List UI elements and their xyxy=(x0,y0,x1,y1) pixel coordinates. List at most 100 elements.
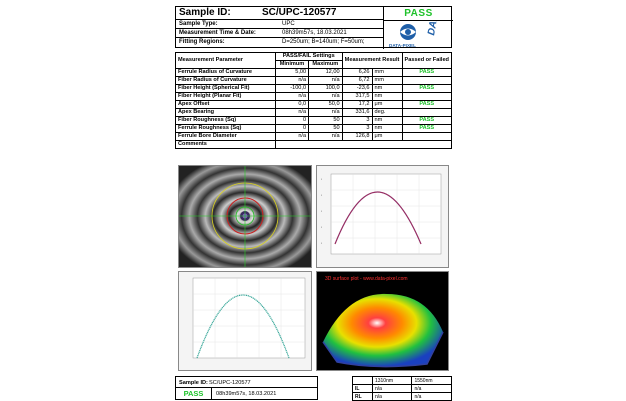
measurement-time-row: Measurement Time & Date: 08h39m57s, 18.0… xyxy=(176,29,384,38)
footer-status-row: PASS 08h39m57s, 18.03.2021 xyxy=(176,388,317,400)
footer-status-badge: PASS xyxy=(176,388,212,400)
table-row: Apex Bearing n/a n/a 331,6 deg. xyxy=(175,108,452,117)
param-name: Fiber Roughness (Sq) xyxy=(175,116,276,125)
max-value: 100,0 xyxy=(308,84,343,93)
max-value: 50 xyxy=(308,124,343,133)
min-value: n/a xyxy=(274,76,310,85)
footer-id-row: Sample ID: SC/UPC-120577 xyxy=(176,377,317,388)
comments-value xyxy=(274,140,453,149)
param-name: Fiber Radius of Curvature xyxy=(175,76,276,85)
svg-text:▪: ▪ xyxy=(321,241,322,245)
max-value: n/a xyxy=(308,76,343,85)
wavelength-1: 1310nm xyxy=(371,376,413,385)
header-status: PASS DAISI DATA-PIXEL xyxy=(384,7,453,49)
svg-text:▪: ▪ xyxy=(321,177,322,181)
fitting-regions-label: Fitting Regions: xyxy=(179,39,225,45)
company-logo: DAISI DATA-PIXEL xyxy=(384,8,453,49)
param-name: Ferrule Bore Diameter xyxy=(175,132,276,141)
logo-name: DATA-PIXEL xyxy=(389,43,416,48)
loss-table: 1310nm 1550nm IL n/a n/a RL n/a n/a xyxy=(352,376,452,401)
table-row: Ferrule Bore Diameter n/a n/a 126,8 μm xyxy=(175,132,452,141)
table-row: Fiber Height (Planar Fit) n/a n/a 317,5 nm xyxy=(175,92,452,101)
interferogram-image xyxy=(178,165,312,268)
rl-1550: n/a xyxy=(411,392,452,401)
surface-3d-plot: 3D surface plot - www.data-pixel.com xyxy=(316,271,449,371)
table-row: Apex Offset 0,0 50,0 17,2 μm PASS xyxy=(175,100,452,109)
pass-status xyxy=(401,92,452,101)
svg-text:▪: ▪ xyxy=(321,225,322,229)
result-unit: mm xyxy=(371,68,403,77)
pass-status: PASS xyxy=(401,68,452,77)
pass-status: PASS xyxy=(401,124,452,133)
report-header: Sample ID: SC/UPC-120577 Sample Type: UP… xyxy=(175,6,453,49)
profile-plot-bottom xyxy=(178,271,312,371)
min-value: 0,0 xyxy=(274,100,310,109)
result-value: -23,6 xyxy=(341,84,373,93)
result-unit: nm xyxy=(371,84,403,93)
header-settings: PASS/FAIL Settings xyxy=(274,52,343,61)
min-value: n/a xyxy=(274,132,310,141)
result-unit: μm xyxy=(371,132,403,141)
report-sheet: Sample ID: SC/UPC-120577 Sample Type: UP… xyxy=(175,6,453,401)
pass-status xyxy=(401,108,452,117)
result-value: 17,2 xyxy=(341,100,373,109)
max-value: 50 xyxy=(308,116,343,125)
il-1310: n/a xyxy=(371,384,413,393)
table-row: Fiber Height (Spherical Fit) -100,0 100,0-… xyxy=(175,84,452,93)
measurement-time-label: Measurement Time & Date: xyxy=(179,30,256,36)
result-value: 126,8 xyxy=(341,132,373,141)
table-row: Fiber Roughness (Sq) 0 50 3 nm PASS xyxy=(175,116,452,125)
logo-mark: DAISI xyxy=(426,21,442,36)
surface-plot-title: 3D surface plot - www.data-pixel.com xyxy=(325,276,408,282)
svg-text:▪: ▪ xyxy=(321,193,322,197)
result-unit: deg. xyxy=(371,108,403,117)
plots-area: ▪ ▪ ▪ ▪ ▪ xyxy=(175,161,452,373)
profile-plot-top: ▪ ▪ ▪ ▪ ▪ xyxy=(316,165,449,268)
pass-status: PASS xyxy=(401,100,452,109)
measurement-time-value: 08h39m57s, 18.03.2021 xyxy=(282,30,347,36)
loss-corner xyxy=(352,376,373,385)
footer-sample-id-value: SC/UPC-120577 xyxy=(209,380,251,386)
max-value: 12,00 xyxy=(308,68,343,77)
result-unit: μm xyxy=(371,100,403,109)
result-value: 3 xyxy=(341,124,373,133)
param-name: Ferrule Radius of Curvature xyxy=(175,68,276,77)
rl-label: RL xyxy=(352,392,373,401)
footer-sample-id-label: Sample ID: xyxy=(179,380,208,386)
result-value: 3 xyxy=(341,116,373,125)
table-row: Fiber Radius of Curvature n/a n/a 6,72 mm xyxy=(175,76,452,85)
header-minimum: Minimum xyxy=(274,60,310,69)
pass-status xyxy=(401,132,452,141)
max-value: n/a xyxy=(308,92,343,101)
param-name: Fiber Height (Spherical Fit) xyxy=(175,84,276,93)
il-label: IL xyxy=(352,384,373,393)
min-value: 0 xyxy=(274,116,310,125)
result-value: 6,72 xyxy=(341,76,373,85)
result-unit: nm xyxy=(371,116,403,125)
rl-1310: n/a xyxy=(371,392,413,401)
footer-date: 08h39m57s, 18.03.2021 xyxy=(216,391,277,397)
pass-status: PASS xyxy=(401,84,452,93)
result-unit: nm xyxy=(371,124,403,133)
fitting-regions-row: Fitting Regions: D=250um; B=140um; F=50u… xyxy=(176,38,384,49)
header-result: Measurement Result xyxy=(341,52,403,69)
param-name: Ferrule Roughness (Sq) xyxy=(175,124,276,133)
sample-id-label: Sample ID: xyxy=(179,7,231,18)
max-value: n/a xyxy=(308,132,343,141)
max-value: 50,0 xyxy=(308,100,343,109)
param-name: Apex Bearing xyxy=(175,108,276,117)
result-value: 331,6 xyxy=(341,108,373,117)
min-value: 5,00 xyxy=(274,68,310,77)
results-table: Measurement Parameter PASS/FAIL Settings… xyxy=(175,52,453,149)
header-maximum: Maximum xyxy=(308,60,343,69)
il-1550: n/a xyxy=(411,384,452,393)
sample-type-label: Sample Type: xyxy=(179,21,218,27)
result-value: 6,26 xyxy=(341,68,373,77)
min-value: n/a xyxy=(274,108,310,117)
param-name: Fiber Height (Planar Fit) xyxy=(175,92,276,101)
table-row: Ferrule Roughness (Sq) 0 50 3 nm PASS xyxy=(175,124,452,133)
table-row: Ferrule Radius of Curvature 5,00 12,00 6,26… xyxy=(175,68,452,77)
result-unit: mm xyxy=(371,76,403,85)
min-value: 0 xyxy=(274,124,310,133)
header-parameter: Measurement Parameter xyxy=(175,52,276,69)
